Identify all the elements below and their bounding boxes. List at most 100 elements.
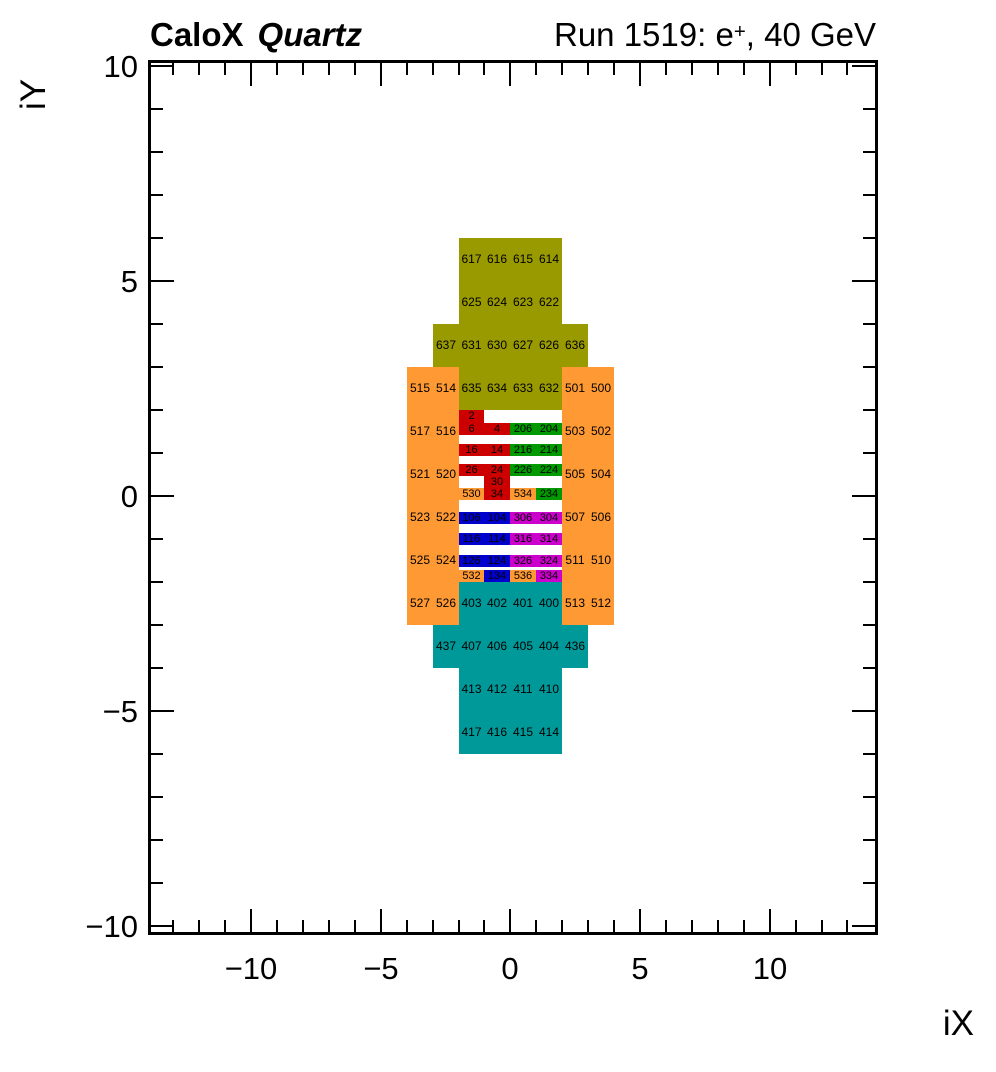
plot-title-left: CaloX Quartz (150, 16, 362, 54)
cell-134: 134 (484, 570, 510, 582)
x-tick (691, 920, 693, 933)
cell-label-502: 502 (590, 424, 612, 438)
cell-label-234: 234 (539, 488, 559, 500)
cell-224: 224 (536, 464, 562, 476)
y-tick-right (852, 495, 876, 497)
y-tick-right (863, 538, 876, 540)
cell-216: 216 (510, 444, 536, 456)
x-tick-top (535, 62, 537, 75)
cell-label-515: 515 (409, 381, 431, 395)
x-tick-top (509, 62, 511, 86)
x-tick (302, 920, 304, 933)
cell-626: 626 (536, 324, 562, 367)
cell-label-517: 517 (409, 424, 431, 438)
y-tick-right (863, 366, 876, 368)
x-tick (665, 920, 667, 933)
x-tick-top (483, 62, 485, 75)
x-tick (717, 920, 719, 933)
cell-label-414: 414 (538, 725, 560, 739)
y-tick-right (863, 882, 876, 884)
cell-520: 520 (433, 453, 459, 496)
cell-622: 622 (536, 281, 562, 324)
x-tick (250, 909, 252, 933)
cell-503: 503 (562, 410, 588, 453)
cell-206: 206 (510, 423, 536, 435)
cell-416: 416 (484, 711, 510, 754)
x-tick (276, 920, 278, 933)
cell-532: 532 (459, 570, 484, 582)
cell-515: 515 (407, 367, 433, 410)
cell-label-632: 632 (538, 381, 560, 395)
cell-630: 630 (484, 324, 510, 367)
cell-411: 411 (510, 668, 536, 711)
x-tick (458, 920, 460, 933)
cell-632: 632 (536, 367, 562, 410)
y-tick (150, 452, 163, 454)
y-tick (150, 194, 163, 196)
y-tick-right (863, 581, 876, 583)
cell-label-306: 306 (513, 512, 533, 524)
cell-label-126: 126 (462, 555, 481, 567)
x-tick-top (561, 62, 563, 75)
y-tick-right (863, 151, 876, 153)
cell-623: 623 (510, 281, 536, 324)
cell-410: 410 (536, 668, 562, 711)
cell-label-304: 304 (539, 512, 559, 524)
cell-label-4: 4 (493, 423, 501, 435)
cell-114: 114 (484, 533, 510, 545)
cell-label-637: 637 (435, 338, 457, 352)
cell-label-520: 520 (435, 467, 457, 481)
y-tick (150, 108, 163, 110)
cell-525: 525 (407, 539, 433, 582)
cell-324: 324 (536, 555, 562, 567)
x-tick (406, 920, 408, 933)
cell-label-511: 511 (565, 553, 585, 567)
cell-label-627: 627 (512, 338, 534, 352)
y-tick (150, 538, 163, 540)
x-tick-top (691, 62, 693, 75)
y-tick-right (863, 409, 876, 411)
y-tick-right (863, 194, 876, 196)
cell-14: 14 (484, 444, 510, 456)
cell-label-124: 124 (487, 555, 507, 567)
run-title-suffix: , 40 GeV (745, 16, 876, 53)
cell-label-630: 630 (486, 338, 508, 352)
y-tick (150, 581, 163, 583)
cell-401: 401 (510, 582, 536, 625)
cell-label-26: 26 (465, 464, 478, 476)
cell-label-134: 134 (487, 570, 507, 582)
y-tick-label: −10 (85, 909, 138, 944)
cell-507: 507 (562, 496, 588, 539)
cell-502: 502 (588, 410, 614, 453)
x-tick-top (458, 62, 460, 75)
cell-label-416: 416 (486, 725, 508, 739)
cell-label-2: 2 (468, 410, 475, 422)
cell-label-334: 334 (539, 570, 559, 582)
cell-label-437: 437 (435, 639, 457, 653)
cell-label-226: 226 (513, 464, 533, 476)
y-tick-right (852, 65, 876, 67)
y-tick (150, 710, 174, 712)
cell-label-521: 521 (409, 467, 431, 481)
y-tick-label: 10 (103, 49, 138, 84)
cell-label-406: 406 (486, 639, 508, 653)
cell-label-400: 400 (538, 596, 560, 610)
cell-226: 226 (510, 464, 536, 476)
y-tick (150, 925, 174, 927)
cell-326: 326 (510, 555, 536, 567)
cell-label-617: 617 (461, 252, 482, 266)
cell-label-501: 501 (564, 381, 586, 395)
cell-514: 514 (433, 367, 459, 410)
cell-label-6: 6 (468, 423, 475, 435)
y-tick (150, 151, 163, 153)
x-tick-top (717, 62, 719, 75)
cell-label-635: 635 (461, 381, 482, 395)
cell-116: 116 (459, 533, 484, 545)
x-tick (821, 920, 823, 933)
x-tick-top (665, 62, 667, 75)
cell-516: 516 (433, 410, 459, 453)
cell-524: 524 (433, 539, 459, 582)
cell-label-624: 624 (486, 295, 508, 309)
cell-label-622: 622 (538, 295, 560, 309)
